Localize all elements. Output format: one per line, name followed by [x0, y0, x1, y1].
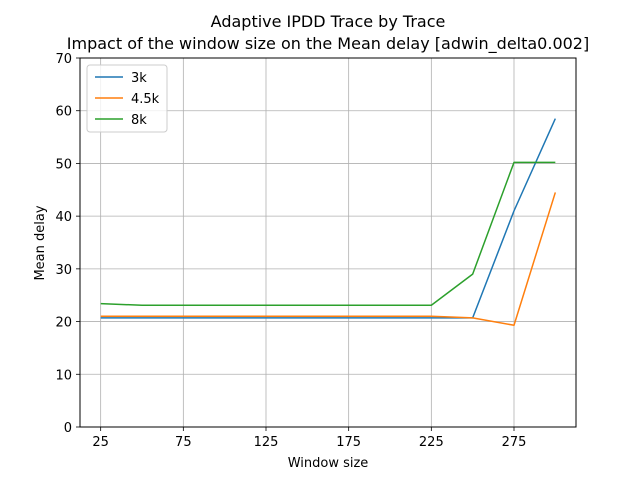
x-tick-label: 25	[92, 435, 109, 450]
y-tick-label: 10	[55, 368, 72, 383]
legend-label-8k: 8k	[131, 113, 147, 128]
y-tick-label: 60	[55, 105, 72, 120]
legend-label-4.5k: 4.5k	[131, 92, 160, 107]
y-tick-label: 30	[55, 263, 72, 278]
y-axis-label: Mean delay	[33, 205, 48, 280]
ticks: 25 75 125 175 225 275 0 10 20 30 40 50 60 70	[55, 52, 526, 450]
legend-box	[86, 64, 168, 133]
x-tick-label: 175	[336, 435, 361, 450]
y-tick-label: 70	[55, 52, 72, 67]
chart-subtitle: Impact of the window size on the Mean de…	[67, 34, 589, 54]
legend: 3k 4.5k 8k	[86, 64, 168, 133]
y-tick-label: 0	[64, 421, 72, 436]
chart-title: Adaptive IPDD Trace by Trace	[211, 12, 446, 31]
x-tick-label: 75	[175, 435, 192, 450]
legend-label-3k: 3k	[131, 71, 147, 86]
series-lines	[100, 118, 557, 327]
plot-area	[79, 57, 577, 428]
y-tick-label: 20	[55, 316, 72, 331]
x-axis-label: Window size	[288, 456, 369, 471]
x-tick-label: 225	[419, 435, 444, 450]
y-tick-label: 50	[55, 157, 72, 172]
series-line-3k	[100, 118, 557, 319]
y-tick-label: 40	[55, 210, 72, 225]
series-line-8k	[100, 161, 556, 306]
x-tick-label: 275	[502, 435, 527, 450]
x-tick-label: 125	[254, 435, 279, 450]
series-line-4.5k	[100, 192, 557, 327]
